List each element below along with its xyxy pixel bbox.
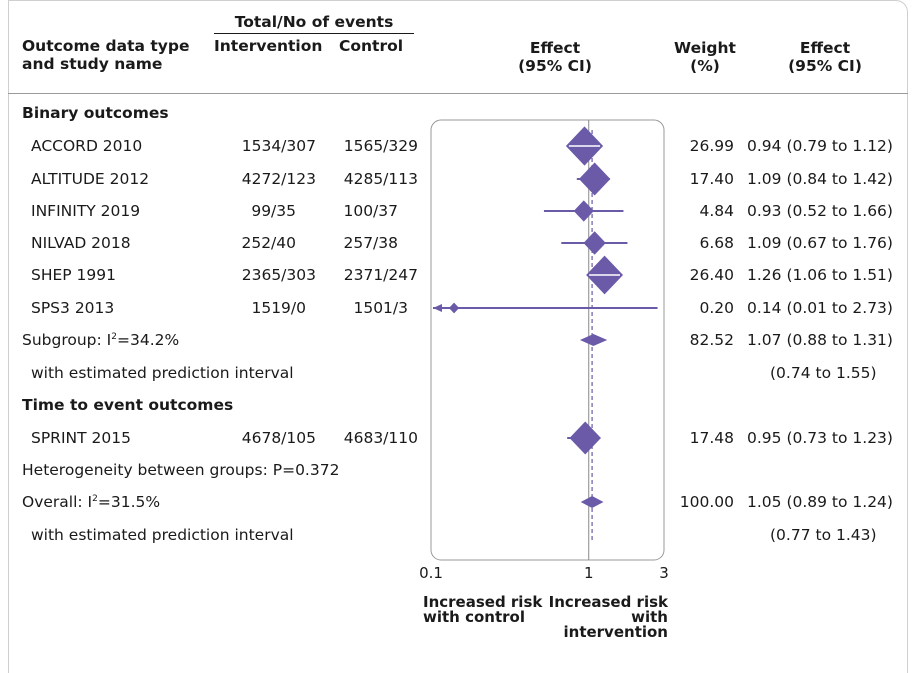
prediction-interval-label: with estimated prediction interval (31, 526, 294, 544)
subgroup-effect: 1.07 (0.88 to 1.31) (747, 331, 893, 349)
weight-column-header-line2: (%) (690, 57, 720, 75)
intervention-events: 4272/123 (241, 170, 316, 188)
section-label-time-to-event: Time to event outcomes (22, 396, 234, 414)
study-name: ALTITUDE 2012 (31, 170, 150, 188)
study-weight: 17.48 (689, 429, 734, 447)
x-tick-label: 0.1 (419, 564, 443, 582)
left-direction-label: Increased risk with control (423, 593, 543, 626)
right-direction-label: Increased risk with intervention (548, 593, 668, 641)
study-effect: 0.14 (0.01 to 2.73) (747, 299, 893, 317)
study-weight: 0.20 (699, 299, 734, 317)
prediction-interval-value: (0.74 to 1.55) (770, 364, 877, 382)
study-name: NILVAD 2018 (31, 234, 131, 252)
control-events: 2371/247 (343, 266, 418, 284)
study-effect: 0.93 (0.52 to 1.66) (747, 202, 893, 220)
intervention-events: 99/35 (251, 202, 296, 220)
effect-column-header-line2: (95% CI) (788, 57, 862, 75)
control-events: 257/38 (343, 234, 398, 252)
figure-frame (8, 0, 908, 673)
study-column-header-line1: Outcome data type (22, 37, 190, 55)
effect-plot-header-line2: (95% CI) (518, 57, 592, 75)
effect-plot-header-line1: Effect (529, 39, 581, 57)
study-effect: 1.26 (1.06 to 1.51) (747, 266, 893, 284)
study-marker (578, 162, 611, 196)
study-weight: 26.40 (689, 266, 734, 284)
study-effect: 0.95 (0.73 to 1.23) (747, 429, 893, 447)
control-column-header: Control (339, 37, 404, 55)
study-weight: 4.84 (699, 202, 734, 220)
study-name: SPRINT 2015 (31, 429, 131, 447)
subgroup-weight: 82.52 (689, 331, 734, 349)
study-effect: 1.09 (0.84 to 1.42) (747, 170, 893, 188)
study-effect: 0.94 (0.79 to 1.12) (747, 137, 893, 155)
intervention-column-header: Intervention (214, 37, 323, 55)
control-events: 4285/113 (343, 170, 418, 188)
study-column-header-line2: and study name (22, 55, 163, 73)
study-weight: 26.99 (689, 137, 734, 155)
x-tick-label: 1 (584, 564, 594, 582)
effect-column-header-line1: Effect (799, 39, 851, 57)
ci-arrow (433, 304, 442, 312)
intervention-events: 4678/105 (241, 429, 316, 447)
control-events: 1565/329 (343, 137, 418, 155)
pooled-diamond (580, 496, 604, 508)
study-weight: 6.68 (699, 234, 734, 252)
section-label-binary: Binary outcomes (22, 104, 169, 122)
overall-effect: 1.05 (0.89 to 1.24) (747, 493, 893, 511)
prediction-interval-label: with estimated prediction interval (31, 364, 294, 382)
between-group-heterogeneity: Heterogeneity between groups: P=0.372 (22, 461, 340, 479)
study-name: INFINITY 2019 (31, 202, 141, 220)
subgroup-heterogeneity-label: Subgroup: I2=34.2% (22, 331, 180, 349)
plot-panel (430, 119, 665, 561)
study-weight: 17.40 (689, 170, 734, 188)
control-events: 100/37 (343, 202, 398, 220)
intervention-events: 252/40 (241, 234, 296, 252)
overall-heterogeneity-label: Overall: I2=31.5% (22, 493, 161, 511)
study-name: SPS3 2013 (31, 299, 115, 317)
study-marker (569, 421, 601, 455)
intervention-events: 2365/303 (241, 266, 316, 284)
study-marker (583, 231, 606, 255)
prediction-interval-value: (0.77 to 1.43) (770, 526, 877, 544)
study-name: ACCORD 2010 (31, 137, 143, 155)
study-name: SHEP 1991 (31, 266, 117, 284)
pooled-diamond (579, 334, 608, 346)
control-events: 4683/110 (343, 429, 418, 447)
control-events: 1501/3 (353, 299, 408, 317)
weight-column-header-line1: Weight (674, 39, 736, 57)
events-group-header: Total/No of events (234, 13, 394, 31)
header-rule (8, 93, 908, 94)
study-marker (573, 200, 594, 222)
overall-weight: 100.00 (679, 493, 734, 511)
study-effect: 1.09 (0.67 to 1.76) (747, 234, 893, 252)
x-tick-label: 3 (659, 564, 669, 582)
intervention-events: 1519/0 (251, 299, 306, 317)
study-marker (448, 302, 460, 314)
intervention-events: 1534/307 (241, 137, 316, 155)
events-group-rule (214, 33, 414, 34)
